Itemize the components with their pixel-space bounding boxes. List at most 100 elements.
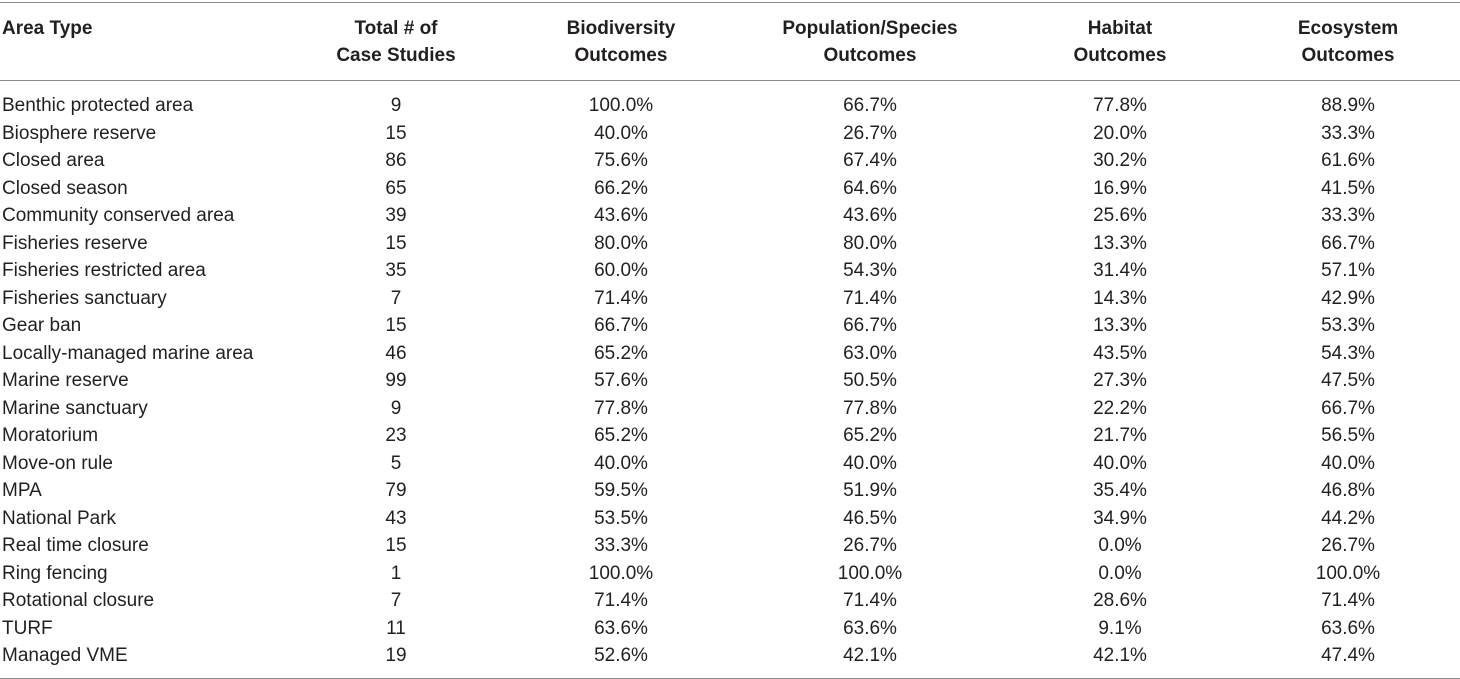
ecosystem-cell: 26.7%	[1321, 535, 1375, 556]
population-species-cell: 26.7%	[843, 535, 897, 556]
case-count-cell: 15	[385, 122, 407, 144]
area-type-cell: Marine sanctuary	[2, 397, 148, 419]
table-row: Biosphere reserve 15 40.0% 26.7% 20.0% 33.3%	[0, 120, 1460, 148]
biodiversity-cell: 52.6%	[594, 645, 648, 666]
case-count-cell: 86	[385, 150, 407, 171]
case-count-cell: 43	[385, 507, 407, 529]
ecosystem-cell: 66.7%	[1321, 397, 1375, 419]
ecosystem-cell: 88.9%	[1321, 95, 1375, 116]
biodiversity-cell: 71.4%	[594, 590, 648, 611]
case-count-cell: 15	[385, 535, 407, 556]
case-count-cell: 15	[385, 315, 407, 336]
habitat-cell: 16.9%	[1093, 177, 1147, 199]
habitat-cell: 77.8%	[1093, 95, 1147, 116]
area-type-cell: Biosphere reserve	[2, 122, 157, 144]
header-label-line: Outcomes	[1301, 45, 1395, 66]
table-row: Marine sanctuary 9 77.8% 77.8% 22.2% 66.7%	[0, 395, 1460, 423]
ecosystem-cell: 33.3%	[1321, 122, 1375, 144]
ecosystem-cell: 47.5%	[1321, 370, 1375, 391]
table-row: Move-on rule 5 40.0% 40.0% 40.0% 40.0%	[0, 450, 1460, 478]
header-label-line: Total # of	[354, 18, 438, 39]
table-row: Fisheries sanctuary 7 71.4% 71.4% 14.3% 42.9%	[0, 285, 1460, 313]
area-type-cell: TURF	[2, 617, 53, 639]
habitat-cell: 27.3%	[1093, 370, 1147, 391]
case-count-cell: 7	[390, 287, 402, 309]
population-species-cell: 77.8%	[843, 397, 897, 419]
habitat-cell: 25.6%	[1093, 205, 1147, 226]
ecosystem-cell: 100.0%	[1315, 562, 1381, 584]
biodiversity-cell: 71.4%	[594, 287, 648, 309]
biodiversity-cell: 66.2%	[594, 177, 648, 199]
ecosystem-cell: 41.5%	[1321, 177, 1375, 199]
area-type-cell: Fisheries restricted area	[2, 260, 206, 281]
biodiversity-outcomes-header: Biodiversity Outcomes	[506, 3, 736, 81]
total-case-studies-header: Total # of Case Studies	[286, 3, 506, 81]
biodiversity-cell: 53.5%	[594, 507, 648, 529]
header-label-line: Biodiversity	[566, 18, 676, 39]
biodiversity-cell: 66.7%	[594, 315, 648, 336]
ecosystem-cell: 57.1%	[1321, 260, 1375, 281]
ecosystem-cell: 40.0%	[1321, 452, 1375, 474]
habitat-cell: 13.3%	[1093, 232, 1147, 254]
population-species-cell: 71.4%	[843, 590, 897, 611]
population-species-cell: 40.0%	[843, 452, 897, 474]
case-count-cell: 65	[385, 177, 407, 199]
table-row: National Park 43 53.5% 46.5% 34.9% 44.2%	[0, 505, 1460, 533]
habitat-outcomes-header: Habitat Outcomes	[1004, 3, 1236, 81]
area-type-cell: Fisheries reserve	[2, 232, 148, 254]
table-row: Moratorium 23 65.2% 65.2% 21.7% 56.5%	[0, 422, 1460, 450]
table-row: TURF 11 63.6% 63.6% 9.1% 63.6%	[0, 615, 1460, 643]
biodiversity-cell: 65.2%	[594, 425, 648, 446]
habitat-cell: 0.0%	[1098, 535, 1142, 556]
case-count-cell: 11	[386, 617, 406, 639]
case-count-cell: 9	[390, 397, 402, 419]
area-type-cell: Fisheries sanctuary	[2, 287, 167, 309]
population-species-cell: 80.0%	[843, 232, 897, 254]
table-row: Fisheries reserve 15 80.0% 80.0% 13.3% 66.7%	[0, 230, 1460, 258]
table-row: Community conserved area 39 43.6% 43.6% 25.6…	[0, 202, 1460, 230]
ecosystem-cell: 61.6%	[1321, 150, 1375, 171]
ecosystem-cell: 42.9%	[1321, 287, 1375, 309]
header-label-line: Case Studies	[336, 45, 456, 66]
header-label-line: Area Type	[2, 18, 93, 39]
ecosystem-cell: 46.8%	[1321, 480, 1375, 501]
ecosystem-cell: 47.4%	[1321, 645, 1375, 666]
table-row: Locally-managed marine area 46 65.2% 63.0% 4…	[0, 340, 1460, 368]
habitat-cell: 22.2%	[1093, 397, 1147, 419]
population-species-cell: 51.9%	[843, 480, 897, 501]
case-count-cell: 19	[385, 645, 407, 666]
habitat-cell: 31.4%	[1093, 260, 1147, 281]
case-count-cell: 46	[385, 342, 407, 364]
table-row: MPA 79 59.5% 51.9% 35.4% 46.8%	[0, 477, 1460, 505]
case-count-cell: 35	[385, 260, 407, 281]
biodiversity-cell: 75.6%	[594, 150, 648, 171]
ecosystem-cell: 71.4%	[1321, 590, 1375, 611]
header-row: Area Type Total # of Case Studies Biodivers…	[0, 2, 1460, 81]
biodiversity-cell: 33.3%	[594, 535, 648, 556]
habitat-cell: 14.3%	[1093, 287, 1147, 309]
case-count-cell: 79	[385, 480, 407, 501]
population-species-cell: 66.7%	[843, 315, 897, 336]
biodiversity-cell: 40.0%	[594, 122, 648, 144]
habitat-cell: 28.6%	[1093, 590, 1147, 611]
table-row: Ring fencing 1 100.0% 100.0% 0.0% 100.0%	[0, 560, 1460, 588]
area-type-cell: Closed area	[2, 150, 105, 171]
population-species-cell: 63.6%	[843, 617, 897, 639]
biodiversity-cell: 77.8%	[594, 397, 648, 419]
habitat-cell: 9.1%	[1098, 617, 1142, 639]
area-type-cell: Closed season	[2, 177, 128, 199]
biodiversity-cell: 63.6%	[594, 617, 648, 639]
case-count-cell: 5	[390, 452, 402, 474]
population-species-cell: 42.1%	[843, 645, 897, 666]
case-count-cell: 15	[385, 232, 407, 254]
population-species-cell: 63.0%	[843, 342, 897, 364]
biodiversity-cell: 60.0%	[594, 260, 648, 281]
habitat-cell: 35.4%	[1093, 480, 1147, 501]
biodiversity-cell: 40.0%	[594, 452, 648, 474]
population-species-cell: 65.2%	[843, 425, 897, 446]
case-count-cell: 1	[390, 562, 402, 584]
habitat-cell: 30.2%	[1093, 150, 1147, 171]
biodiversity-cell: 80.0%	[594, 232, 648, 254]
